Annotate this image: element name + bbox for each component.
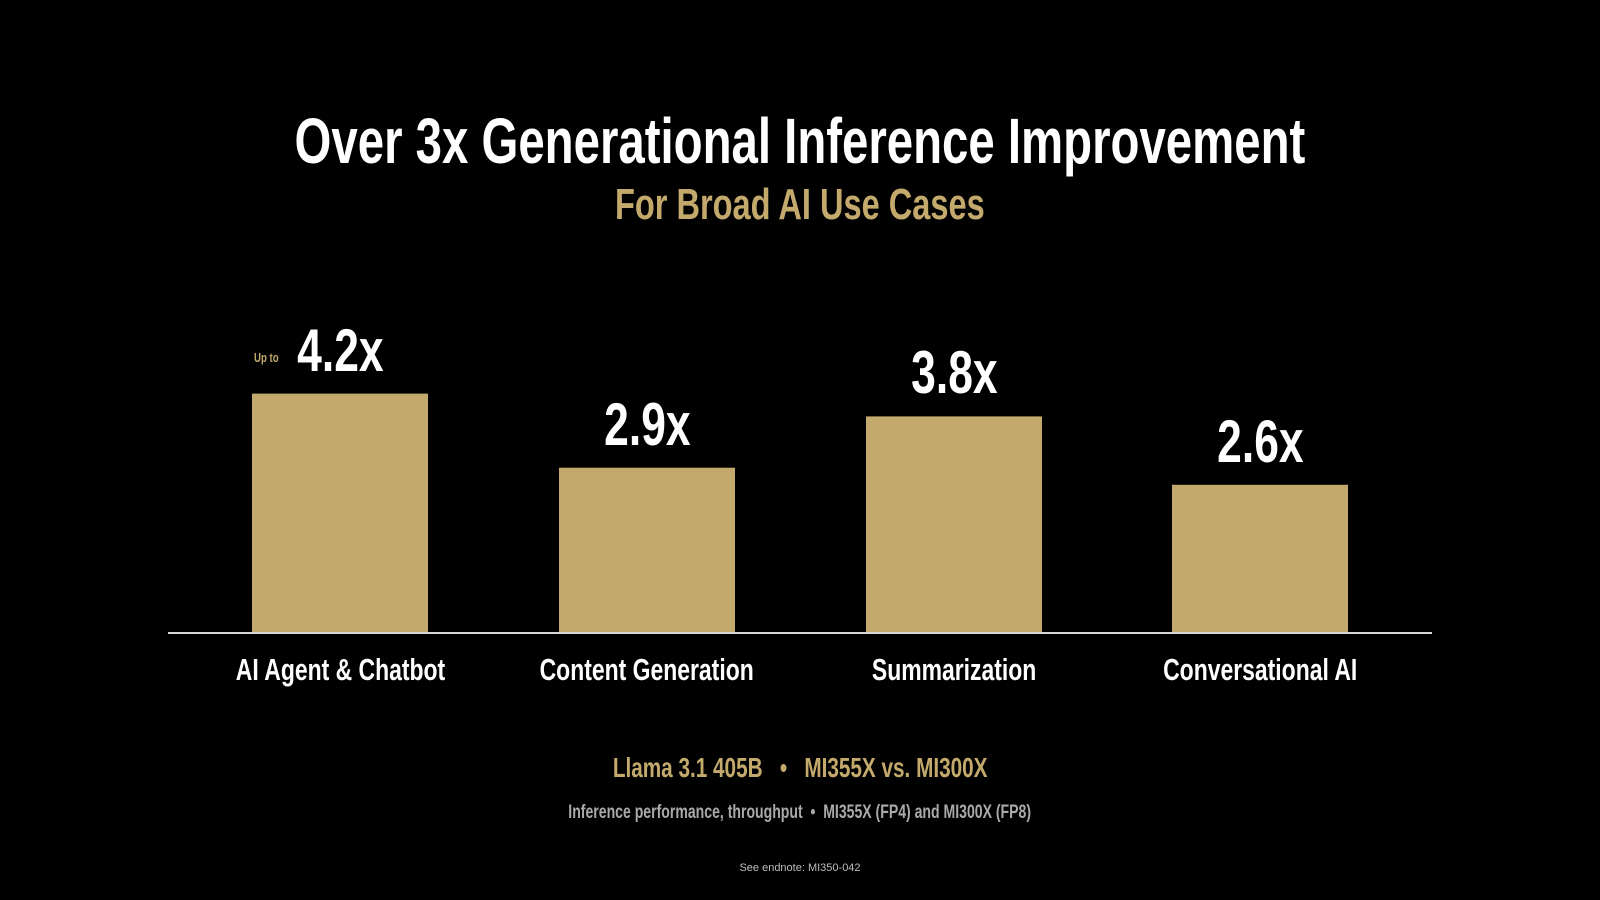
chart-subtitle: For Broad AI Use Cases: [615, 180, 985, 229]
endnote: See endnote: MI350-042: [739, 862, 861, 874]
bar: [252, 393, 428, 633]
category-label: AI Agent & Chatbot: [235, 652, 445, 687]
value-label: 2.9x: [603, 390, 691, 458]
chart-title: Over 3x Generational Inference Improveme…: [294, 105, 1306, 177]
category-label: Content Generation: [539, 652, 755, 687]
value-label: 4.2x: [296, 316, 384, 384]
model-comparison-note: Llama 3.1 405B • MI355X vs. MI300X: [612, 752, 988, 783]
bar: [1172, 484, 1348, 633]
bar: [866, 416, 1042, 633]
performance-note: Inference performance, throughput • MI35…: [568, 802, 1032, 823]
value-label: 3.8x: [910, 339, 998, 407]
category-label: Summarization: [871, 652, 1037, 687]
value-label: 2.6x: [1216, 407, 1304, 475]
category-label: Conversational AI: [1162, 652, 1358, 687]
bar: [559, 467, 735, 633]
value-prefix: Up to: [254, 349, 279, 365]
